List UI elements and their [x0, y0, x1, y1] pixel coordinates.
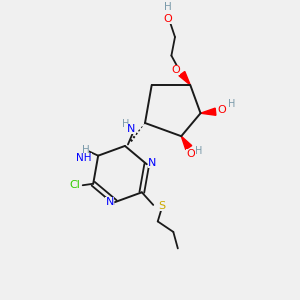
- Text: N: N: [127, 124, 136, 134]
- Text: O: O: [217, 105, 226, 115]
- Text: H: H: [195, 146, 202, 156]
- Polygon shape: [200, 108, 216, 115]
- Text: N: N: [106, 197, 114, 207]
- Text: H: H: [122, 119, 130, 129]
- Text: NH: NH: [76, 153, 92, 163]
- Text: H: H: [164, 2, 171, 12]
- Text: N: N: [148, 158, 156, 168]
- Text: O: O: [186, 149, 195, 159]
- Text: S: S: [158, 201, 165, 212]
- Text: H: H: [82, 145, 89, 155]
- Text: H: H: [228, 99, 236, 109]
- Text: O: O: [172, 65, 180, 75]
- Text: Cl: Cl: [70, 180, 81, 190]
- Polygon shape: [181, 136, 192, 150]
- Polygon shape: [179, 71, 190, 85]
- Text: O: O: [163, 14, 172, 24]
